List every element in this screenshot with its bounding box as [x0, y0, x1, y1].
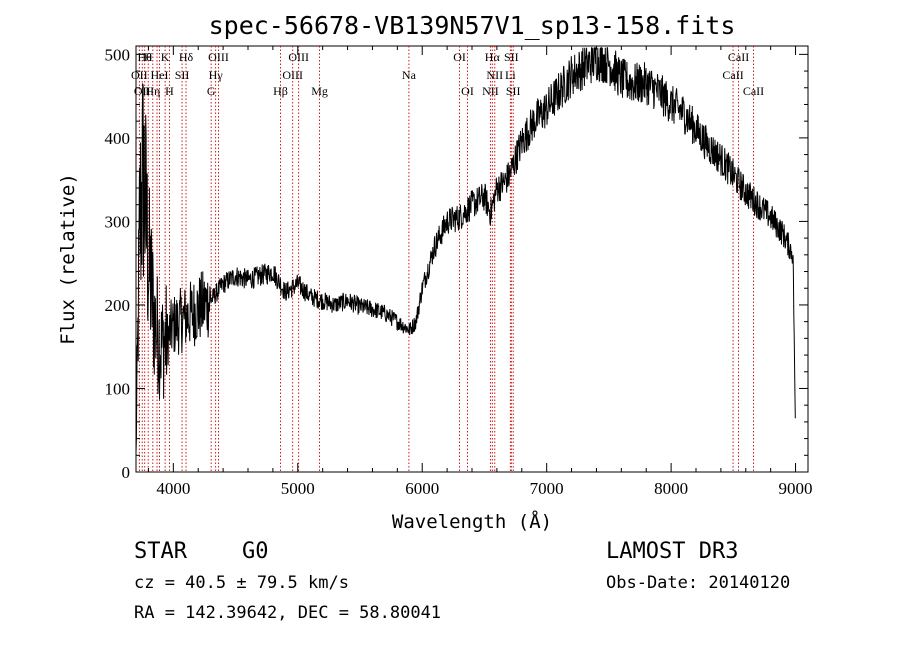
y-tick-label: 100 — [105, 379, 131, 398]
x-tick-label: 6000 — [405, 479, 439, 498]
line-marker-label: CaII — [728, 50, 749, 64]
chart-title: spec-56678-VB139N57V1_sp13-158.fits — [209, 11, 736, 40]
plot-frame — [135, 45, 809, 473]
redshift-value: cz = 40.5 ± 79.5 km/s — [134, 573, 349, 593]
line-marker-label: SII — [175, 68, 190, 82]
line-marker-label: H — [165, 84, 174, 98]
observation-date: Obs-Date: 20140120 — [606, 573, 791, 593]
line-marker-label: HeI — [151, 68, 169, 82]
x-tick-label: 8000 — [654, 479, 688, 498]
line-marker-label: CaII — [743, 84, 764, 98]
line-marker-label: Hα — [485, 50, 501, 64]
line-marker-label: Li — [505, 68, 516, 82]
line-marker-label: Hβ — [273, 84, 288, 98]
line-marker-label: NII — [482, 84, 499, 98]
object-class: STAR — [134, 539, 187, 564]
line-marker-label: Hγ — [209, 68, 224, 82]
line-marker-label: OIII — [208, 50, 229, 64]
line-marker-label: OI — [453, 50, 466, 64]
line-marker-label: CaII — [722, 68, 743, 82]
line-marker-label: SII — [506, 84, 521, 98]
y-axis: 0 100 200 300 400 500 — [105, 45, 808, 482]
line-marker-label: Hδ — [179, 50, 194, 64]
y-tick-label: 0 — [122, 463, 131, 482]
line-marker-label: SII — [504, 50, 519, 64]
x-tick-label: 7000 — [530, 479, 564, 498]
line-marker-label: OI — [461, 84, 474, 98]
line-marker-label: H — [144, 50, 153, 64]
y-axis-label: Flux (relative) — [57, 173, 79, 345]
x-tick-label: 4000 — [156, 479, 190, 498]
y-tick-label: 400 — [105, 129, 131, 148]
line-marker-label: Hθ — [138, 50, 153, 64]
x-axis-label: Wavelength (Å) — [392, 510, 552, 533]
line-marker-label: K — [161, 50, 170, 64]
line-marker-label: Hη — [145, 84, 160, 98]
y-tick-label: 200 — [105, 296, 131, 315]
spectrum-line — [135, 47, 796, 454]
line-marker-label: NII — [486, 68, 503, 82]
object-subclass: G0 — [242, 539, 269, 564]
y-tick-label: 300 — [105, 212, 131, 231]
coordinates: RA = 142.39642, DEC = 58.80041 — [134, 603, 442, 623]
line-marker-label: G — [207, 84, 216, 98]
line-marker-label: OIII — [288, 50, 309, 64]
line-marker-label: Mg — [311, 84, 328, 98]
x-axis: 4000 5000 6000 7000 8000 9000 — [147, 46, 813, 498]
y-tick-label: 500 — [105, 45, 131, 64]
spectral-line-labels: OIIOIIHθHHηHeIKHSIIHδGHγOIIIHβOIIIOIIIMg… — [131, 50, 764, 98]
survey-name: LAMOST DR3 — [606, 539, 739, 564]
x-tick-label: 5000 — [281, 479, 315, 498]
line-marker-label: OIII — [282, 68, 303, 82]
line-marker-label: OII — [131, 68, 148, 82]
line-marker-label: Na — [402, 68, 417, 82]
x-tick-label: 9000 — [779, 479, 813, 498]
spectral-line-markers — [138, 46, 754, 472]
